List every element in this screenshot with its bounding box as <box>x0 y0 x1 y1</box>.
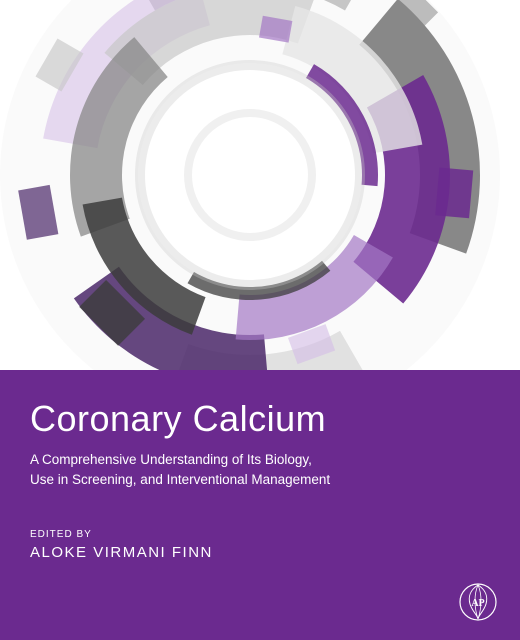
subtitle-line-1: A Comprehensive Understanding of Its Bio… <box>30 452 312 467</box>
ap-logo-icon: AP <box>458 582 498 622</box>
book-title: Coronary Calcium <box>30 398 490 440</box>
publisher-logo: AP <box>458 582 498 622</box>
svg-text:AP: AP <box>471 598 484 609</box>
cover-graphic <box>0 0 520 370</box>
title-band: Coronary Calcium A Comprehensive Underst… <box>0 370 520 640</box>
abstract-circular-graphic <box>0 0 520 370</box>
book-cover: Coronary Calcium A Comprehensive Underst… <box>0 0 520 640</box>
edited-by-label: EDITED BY <box>30 529 490 540</box>
editor-name: ALOKE VIRMANI FINN <box>30 544 490 561</box>
book-subtitle: A Comprehensive Understanding of Its Bio… <box>30 450 490 489</box>
subtitle-line-2: Use in Screening, and Interventional Man… <box>30 472 330 487</box>
